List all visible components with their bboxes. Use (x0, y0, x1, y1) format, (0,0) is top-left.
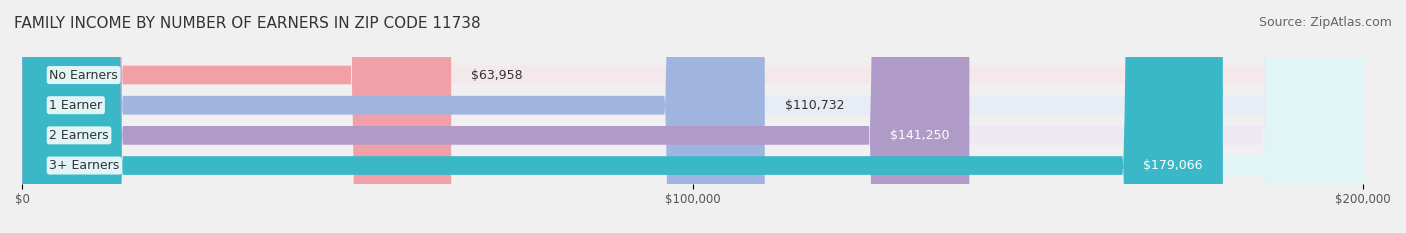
FancyBboxPatch shape (22, 0, 1364, 233)
FancyBboxPatch shape (22, 0, 1364, 233)
FancyBboxPatch shape (22, 0, 969, 233)
FancyBboxPatch shape (22, 0, 451, 233)
Text: 3+ Earners: 3+ Earners (49, 159, 120, 172)
Text: No Earners: No Earners (49, 69, 118, 82)
Text: FAMILY INCOME BY NUMBER OF EARNERS IN ZIP CODE 11738: FAMILY INCOME BY NUMBER OF EARNERS IN ZI… (14, 16, 481, 31)
Text: $179,066: $179,066 (1143, 159, 1202, 172)
FancyBboxPatch shape (22, 0, 765, 233)
Text: $110,732: $110,732 (785, 99, 845, 112)
Text: $141,250: $141,250 (890, 129, 949, 142)
Text: 2 Earners: 2 Earners (49, 129, 108, 142)
FancyBboxPatch shape (22, 0, 1223, 233)
FancyBboxPatch shape (22, 0, 1364, 233)
Text: Source: ZipAtlas.com: Source: ZipAtlas.com (1258, 16, 1392, 29)
Text: 1 Earner: 1 Earner (49, 99, 103, 112)
Text: $63,958: $63,958 (471, 69, 523, 82)
FancyBboxPatch shape (22, 0, 1364, 233)
